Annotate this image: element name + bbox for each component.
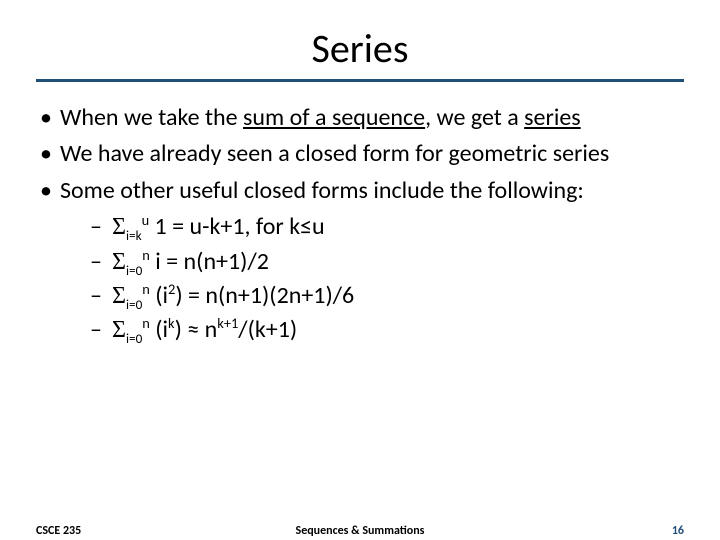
sigma-icon: Σ xyxy=(112,214,126,240)
footer-right: 16 xyxy=(672,524,684,538)
formula-4-body-pre: (i xyxy=(150,315,168,344)
formula-3-body-pre: (i xyxy=(150,281,168,310)
formula-4-body-post: /(k+1) xyxy=(238,315,297,344)
formula-2-sub: i=0 xyxy=(126,261,142,278)
formula-1-sup: u xyxy=(142,211,150,229)
formula-2-sup: n xyxy=(142,246,150,264)
bullet-1-text-pre: When we take the xyxy=(60,103,243,132)
formula-3-sub: i=0 xyxy=(126,296,142,313)
formula-2-body: i = n(n+1)/2 xyxy=(150,247,269,276)
sigma-icon: Σ xyxy=(112,317,126,343)
formula-4-body-sup2: k+1 xyxy=(217,314,238,332)
bullet-2-text: We have already seen a closed form for g… xyxy=(60,139,609,168)
slide: Series When we take the sum of a sequenc… xyxy=(0,0,720,540)
bullet-3-text: Some other useful closed forms include t… xyxy=(60,176,584,205)
sigma-icon: Σ xyxy=(112,283,126,309)
bullet-1-underline-2: series xyxy=(524,103,581,132)
bullet-list: When we take the sum of a sequence, we g… xyxy=(36,102,684,347)
formula-1-body: 1 = u-k+1, for k≤u xyxy=(149,212,325,241)
bullet-1-text-mid: , we get a xyxy=(425,103,524,132)
formula-4-sup: n xyxy=(142,314,150,332)
bullet-2: We have already seen a closed form for g… xyxy=(36,138,684,170)
formula-3: Σi=0n (i2) = n(n+1)(2n+1)/6 xyxy=(88,280,684,312)
formula-1-sub: i=k xyxy=(126,227,142,244)
bullet-1: When we take the sum of a sequence, we g… xyxy=(36,102,684,134)
formula-3-sup: n xyxy=(142,280,150,298)
formula-4: Σi=0n (ik) ≈ nk+1/(k+1) xyxy=(88,314,684,346)
slide-title: Series xyxy=(36,24,684,73)
formula-3-body-post: ) = n(n+1)(2n+1)/6 xyxy=(175,281,354,310)
formula-list: Σi=ku 1 = u-k+1, for k≤u Σi=0n i = n(n+1… xyxy=(60,211,684,347)
formula-4-body-mid: ) ≈ n xyxy=(175,315,218,344)
sigma-icon: Σ xyxy=(112,249,126,275)
footer-center: Sequences & Summations xyxy=(0,524,720,538)
bullet-3: Some other useful closed forms include t… xyxy=(36,175,684,347)
formula-2: Σi=0n i = n(n+1)/2 xyxy=(88,246,684,278)
formula-1: Σi=ku 1 = u-k+1, for k≤u xyxy=(88,211,684,243)
formula-4-sub: i=0 xyxy=(126,330,142,347)
bullet-1-underline-1: sum of a sequence xyxy=(243,103,425,132)
content-area: When we take the sum of a sequence, we g… xyxy=(36,102,684,347)
title-rule xyxy=(36,79,684,82)
